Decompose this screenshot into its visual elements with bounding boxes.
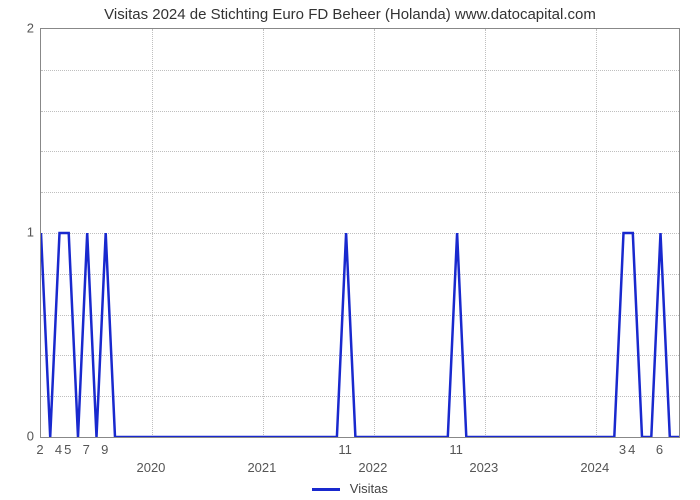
x-tick: 4 — [628, 442, 635, 457]
x-year-tick: 2022 — [358, 460, 387, 475]
x-year-tick: 2020 — [136, 460, 165, 475]
legend-label: Visitas — [350, 481, 388, 496]
y-tick: 1 — [0, 225, 34, 240]
legend: Visitas — [0, 481, 700, 496]
x-tick: 9 — [101, 442, 108, 457]
x-tick: 5 — [64, 442, 71, 457]
x-year-tick: 2023 — [469, 460, 498, 475]
x-tick: 2 — [36, 442, 43, 457]
plot-area — [40, 28, 680, 438]
series-line — [41, 29, 679, 437]
x-tick: 11 — [338, 442, 352, 457]
x-year-tick: 2024 — [580, 460, 609, 475]
x-tick: 4 — [55, 442, 62, 457]
chart-container: Visitas 2024 de Stichting Euro FD Beheer… — [0, 0, 700, 500]
x-tick: 6 — [656, 442, 663, 457]
y-tick: 2 — [0, 21, 34, 36]
chart-title: Visitas 2024 de Stichting Euro FD Beheer… — [0, 6, 700, 23]
x-tick: 11 — [449, 442, 463, 457]
legend-swatch — [312, 488, 340, 491]
x-tick: 7 — [83, 442, 90, 457]
x-year-tick: 2021 — [247, 460, 276, 475]
x-tick: 3 — [619, 442, 626, 457]
y-tick: 0 — [0, 429, 34, 444]
